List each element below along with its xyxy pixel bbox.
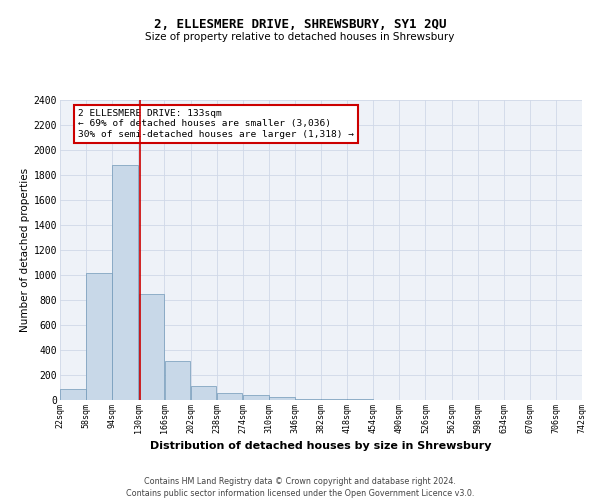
X-axis label: Distribution of detached houses by size in Shrewsbury: Distribution of detached houses by size … [150, 441, 492, 451]
Bar [86, 272, 112, 400]
Bar [217, 393, 242, 400]
Text: 2, ELLESMERE DRIVE, SHREWSBURY, SY1 2QU: 2, ELLESMERE DRIVE, SHREWSBURY, SY1 2QU [154, 18, 446, 30]
Bar [243, 395, 269, 400]
Bar [60, 390, 86, 400]
Bar [191, 386, 217, 400]
Text: Contains public sector information licensed under the Open Government Licence v3: Contains public sector information licen… [126, 489, 474, 498]
Bar [139, 294, 164, 400]
Text: Contains HM Land Registry data © Crown copyright and database right 2024.: Contains HM Land Registry data © Crown c… [144, 478, 456, 486]
Bar [269, 397, 295, 400]
Text: 2 ELLESMERE DRIVE: 133sqm
← 69% of detached houses are smaller (3,036)
30% of se: 2 ELLESMERE DRIVE: 133sqm ← 69% of detac… [78, 109, 354, 139]
Y-axis label: Number of detached properties: Number of detached properties [20, 168, 29, 332]
Text: Size of property relative to detached houses in Shrewsbury: Size of property relative to detached ho… [145, 32, 455, 42]
Bar [112, 165, 138, 400]
Bar [164, 361, 190, 400]
Bar [295, 399, 321, 400]
